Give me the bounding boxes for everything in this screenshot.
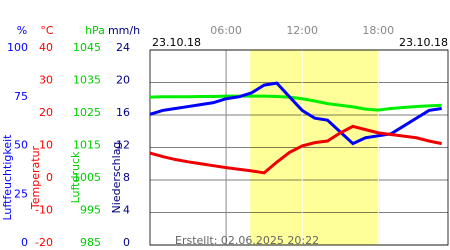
y-tick-label: 20 (116, 74, 130, 87)
series-line (149, 81, 442, 146)
axis-unit: °C (40, 24, 54, 37)
plot-border (149, 49, 449, 246)
x-tick-label: 12:00 (286, 24, 318, 37)
y-tick-label: 24 (116, 41, 130, 54)
y-tick-label: 0 (46, 171, 53, 184)
y-tick-label: 1035 (73, 74, 101, 87)
y-tick-label: -20 (35, 236, 53, 249)
y-tick-label: 4 (123, 204, 130, 217)
date-label: 23.10.18 (399, 36, 448, 49)
date-label: 23.10.18 (152, 36, 201, 49)
y-tick-label: -10 (35, 204, 53, 217)
axis-title: Luftfeuchtigkeit (1, 134, 14, 221)
y-tick-label: 1045 (73, 41, 101, 54)
y-tick-label: 985 (80, 236, 101, 249)
axis-title: Niederschlag (110, 142, 123, 214)
axis-title: Luftdruck (69, 151, 82, 203)
y-tick-label: 10 (39, 139, 53, 152)
series-line (149, 94, 442, 112)
y-tick-label: 100 (7, 41, 28, 54)
y-tick-label: 25 (14, 187, 28, 200)
y-tick-label: 995 (80, 204, 101, 217)
y-tick-label: 30 (39, 74, 53, 87)
y-tick-label: 1015 (73, 139, 101, 152)
y-tick-label: 40 (39, 41, 53, 54)
y-tick-label: 12 (116, 139, 130, 152)
x-tick-label: 06:00 (210, 24, 242, 37)
axis-unit: hPa (85, 24, 105, 37)
y-tick-label: 20 (39, 106, 53, 119)
y-tick-label: 1005 (73, 171, 101, 184)
x-tick-label: 18:00 (362, 24, 394, 37)
axis-unit: % (17, 24, 27, 37)
y-tick-label: 50 (14, 139, 28, 152)
y-tick-label: 75 (14, 90, 28, 103)
axis-unit: mm/h (108, 24, 140, 37)
y-tick-label: 0 (123, 236, 130, 249)
axis-title: Temperatur (29, 145, 42, 210)
y-tick-label: 0 (21, 236, 28, 249)
series-line (149, 124, 442, 175)
y-tick-label: 16 (116, 106, 130, 119)
footer: Erstellt: 02.06.2025 20:22 (175, 234, 319, 247)
y-tick-label: 1025 (73, 106, 101, 119)
y-tick-label: 8 (123, 171, 130, 184)
